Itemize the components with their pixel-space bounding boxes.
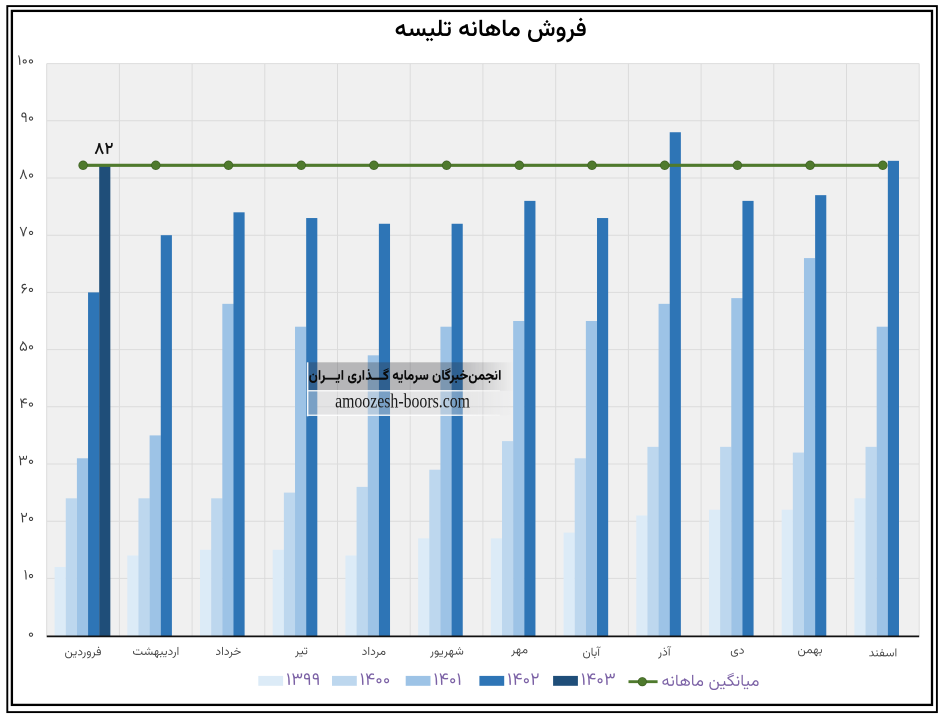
svg-text:amoozesh-boors.com: amoozesh-boors.com [335,390,470,412]
